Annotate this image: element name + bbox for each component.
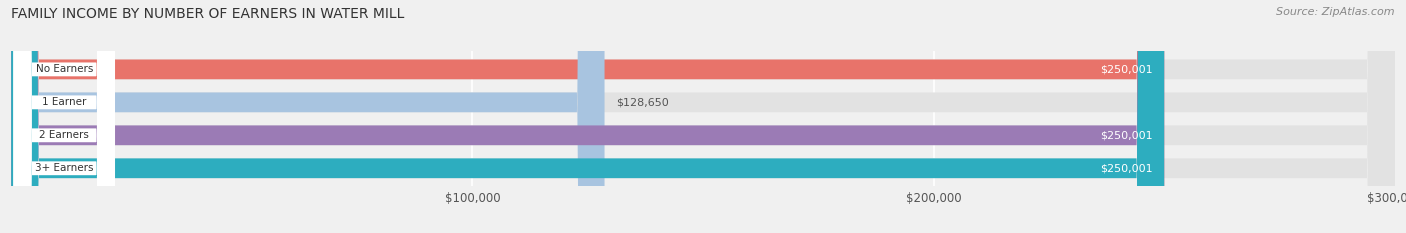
- FancyBboxPatch shape: [14, 0, 115, 233]
- FancyBboxPatch shape: [11, 0, 1395, 233]
- Text: 2 Earners: 2 Earners: [39, 130, 89, 140]
- FancyBboxPatch shape: [11, 0, 605, 233]
- Text: No Earners: No Earners: [35, 64, 93, 74]
- Text: $250,001: $250,001: [1099, 163, 1153, 173]
- FancyBboxPatch shape: [11, 0, 1395, 233]
- Text: 3+ Earners: 3+ Earners: [35, 163, 94, 173]
- Text: $250,001: $250,001: [1099, 64, 1153, 74]
- FancyBboxPatch shape: [11, 0, 1395, 233]
- FancyBboxPatch shape: [14, 0, 115, 233]
- Text: Source: ZipAtlas.com: Source: ZipAtlas.com: [1277, 7, 1395, 17]
- Text: FAMILY INCOME BY NUMBER OF EARNERS IN WATER MILL: FAMILY INCOME BY NUMBER OF EARNERS IN WA…: [11, 7, 405, 21]
- FancyBboxPatch shape: [11, 0, 1164, 233]
- FancyBboxPatch shape: [14, 0, 115, 233]
- FancyBboxPatch shape: [11, 0, 1164, 233]
- FancyBboxPatch shape: [11, 0, 1164, 233]
- FancyBboxPatch shape: [11, 0, 1395, 233]
- Text: $250,001: $250,001: [1099, 130, 1153, 140]
- FancyBboxPatch shape: [14, 0, 115, 233]
- Text: $128,650: $128,650: [616, 97, 669, 107]
- Text: 1 Earner: 1 Earner: [42, 97, 87, 107]
